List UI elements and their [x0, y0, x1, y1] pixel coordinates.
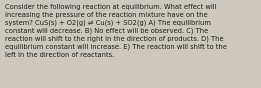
Text: Consider the following reaction at equilibrium. What effect will
increasing the : Consider the following reaction at equil… [5, 4, 227, 58]
